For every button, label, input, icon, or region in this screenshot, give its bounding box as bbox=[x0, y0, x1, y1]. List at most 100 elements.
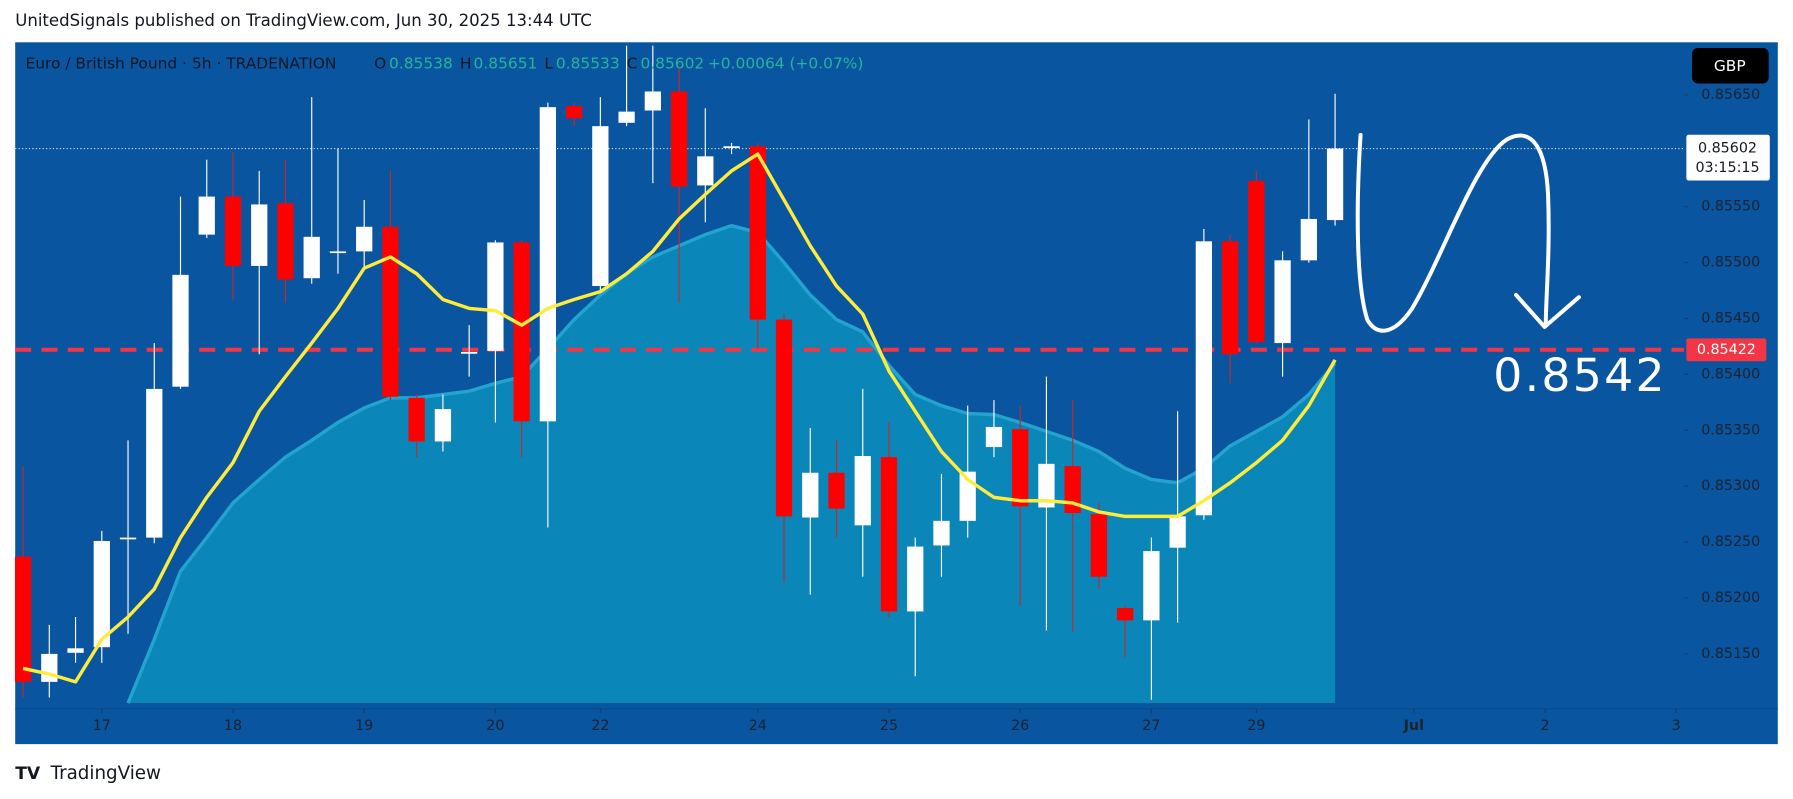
x-tick-label: 27 bbox=[1142, 718, 1160, 734]
level-label: 0.85422 bbox=[1697, 342, 1756, 358]
candle-body bbox=[382, 226, 399, 397]
x-tick-label: 22 bbox=[591, 718, 609, 734]
y-tick-label: 0.85300 bbox=[1701, 478, 1760, 494]
x-tick-label: 18 bbox=[224, 718, 242, 734]
legend-high: 0.85651 bbox=[474, 55, 538, 73]
x-tick-label: 20 bbox=[486, 718, 504, 734]
candle-body bbox=[933, 520, 950, 546]
countdown-label: 03:15:15 bbox=[1695, 160, 1759, 176]
candle-body bbox=[14, 556, 32, 682]
overlay: 0.8542 bbox=[1355, 132, 1667, 402]
candle-body bbox=[1221, 241, 1239, 355]
candle-body bbox=[723, 146, 740, 148]
candle-body bbox=[1169, 516, 1186, 548]
legend-close: 0.85602 bbox=[640, 55, 704, 73]
footer-logo: 𝗧𝗩 TradingView bbox=[15, 763, 161, 784]
legend-l-label: L bbox=[544, 55, 553, 73]
plot bbox=[14, 45, 1778, 714]
candle-body bbox=[172, 274, 189, 387]
currency-label[interactable]: GBP bbox=[1714, 57, 1746, 75]
currency-button[interactable] bbox=[1692, 48, 1769, 84]
last-price-box bbox=[1686, 134, 1770, 181]
candle-body bbox=[539, 107, 557, 422]
candle-body bbox=[1326, 148, 1344, 221]
arrow-head bbox=[1514, 292, 1581, 329]
area-edge bbox=[126, 223, 1337, 704]
x-tick-label: 3 bbox=[1672, 718, 1681, 734]
target-annotation: 0.8542 bbox=[1493, 349, 1667, 402]
candle-body bbox=[985, 426, 1003, 448]
candle-body bbox=[775, 319, 793, 517]
candle-body bbox=[408, 397, 425, 442]
candle-body bbox=[1195, 241, 1213, 516]
legend-c-label: C bbox=[627, 55, 638, 73]
y-tick-label: 0.85650 bbox=[1701, 87, 1760, 103]
candle-body bbox=[41, 653, 58, 682]
logo-mark: 𝗧𝗩 bbox=[15, 764, 41, 784]
candle-body bbox=[880, 457, 898, 612]
candle-body bbox=[303, 236, 320, 279]
candle-body bbox=[565, 106, 583, 119]
candle-body bbox=[224, 196, 242, 266]
x-tick-label: 29 bbox=[1247, 718, 1265, 734]
legend-change: +0.00064 (+0.07%) bbox=[708, 55, 864, 73]
candle-body bbox=[93, 540, 110, 648]
candle-body bbox=[1117, 608, 1134, 621]
y-tick-label: 0.85250 bbox=[1701, 534, 1760, 550]
x-tick-label: 19 bbox=[355, 718, 373, 734]
x-tick-label: Jul bbox=[1403, 718, 1424, 734]
candle-body bbox=[67, 648, 84, 653]
candle-body bbox=[697, 156, 714, 186]
legend-h-label: H bbox=[460, 55, 472, 73]
candle-body bbox=[1274, 260, 1291, 344]
area-fill bbox=[128, 225, 1336, 704]
candle-body bbox=[513, 242, 530, 422]
candle-body bbox=[329, 251, 347, 254]
legend-open: 0.85538 bbox=[389, 55, 453, 73]
candle-body bbox=[461, 352, 478, 354]
candle-body bbox=[670, 91, 688, 187]
legend-o-label: O bbox=[374, 55, 386, 73]
x-tick-label: 2 bbox=[1540, 718, 1549, 734]
candle-body bbox=[854, 456, 871, 526]
y-tick-label: 0.85350 bbox=[1701, 422, 1760, 438]
candle-body bbox=[802, 472, 819, 518]
candle-body bbox=[907, 546, 924, 612]
candle-body bbox=[1143, 551, 1160, 621]
candle-body bbox=[749, 146, 766, 320]
level-label-box bbox=[1686, 338, 1767, 362]
candle-body bbox=[644, 91, 661, 111]
moving-average bbox=[22, 152, 1337, 684]
candle-body bbox=[487, 242, 504, 351]
y-tick-label: 0.85400 bbox=[1701, 366, 1760, 382]
x-tick-label: 25 bbox=[880, 718, 898, 734]
candle-body bbox=[1038, 463, 1055, 508]
candle-body bbox=[251, 204, 268, 266]
footer-brand: TradingView bbox=[50, 763, 161, 784]
y-tick-label: 0.85550 bbox=[1701, 199, 1760, 215]
legend-low: 0.85533 bbox=[556, 55, 620, 73]
candle-body bbox=[198, 196, 215, 235]
x-tick-label: 24 bbox=[749, 718, 767, 734]
x-tick-label: 17 bbox=[93, 718, 111, 734]
candle-body bbox=[1090, 514, 1108, 577]
x-tick-label: 26 bbox=[1011, 718, 1029, 734]
last-price-label: 0.85602 bbox=[1698, 141, 1757, 157]
publish-header: UnitedSignals published on TradingView.c… bbox=[15, 11, 592, 30]
candle-body bbox=[1012, 429, 1029, 507]
candle-body bbox=[146, 388, 163, 538]
legend: Euro / British Pound · 5h · TRADENATION … bbox=[25, 55, 863, 73]
candle-body bbox=[434, 409, 452, 442]
hand-drawn-arrow bbox=[1355, 132, 1551, 333]
candle-body bbox=[828, 472, 845, 509]
y-tick-label: 0.85450 bbox=[1701, 310, 1760, 326]
candle-body bbox=[592, 126, 609, 287]
legend-symbol: Euro / British Pound · 5h · TRADENATION bbox=[25, 55, 336, 73]
candle-body bbox=[618, 111, 635, 123]
candle-body bbox=[1300, 218, 1317, 261]
y-tick-label: 0.85200 bbox=[1701, 590, 1760, 606]
y-tick-label: 0.85500 bbox=[1701, 255, 1760, 271]
candle-body bbox=[119, 537, 137, 540]
